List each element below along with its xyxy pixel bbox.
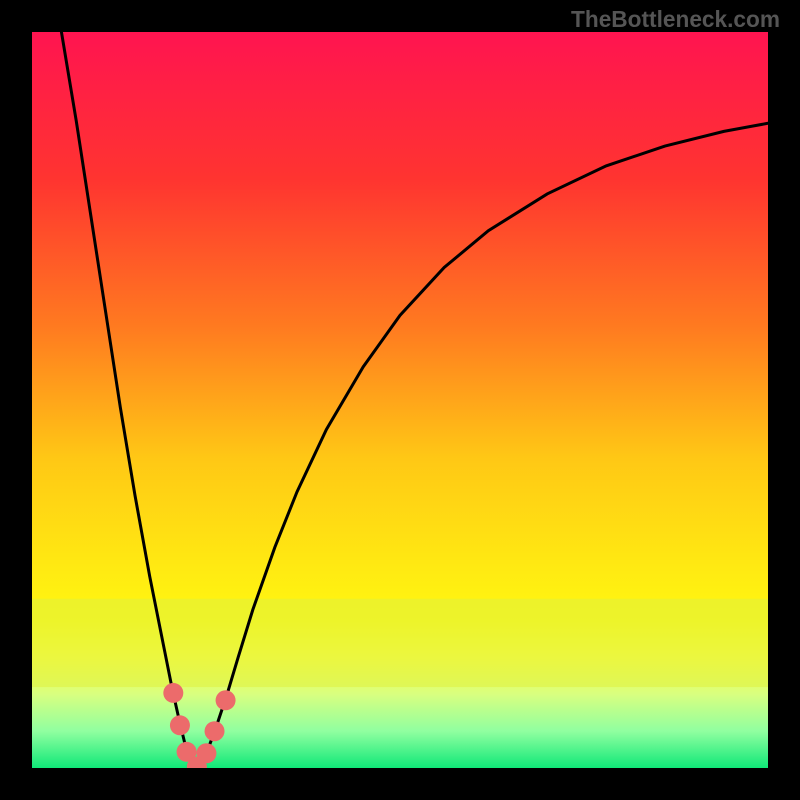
chart-plot-area [32,32,768,768]
marker-dot [205,721,225,741]
marker-dot [170,715,190,735]
watermark-text: TheBottleneck.com [571,6,780,33]
marker-dot [216,690,236,710]
chartreuse-band [32,599,768,687]
marker-dot [163,683,183,703]
outer-frame: TheBottleneck.com [0,0,800,800]
bottleneck-chart [32,32,768,768]
marker-dot [196,743,216,763]
